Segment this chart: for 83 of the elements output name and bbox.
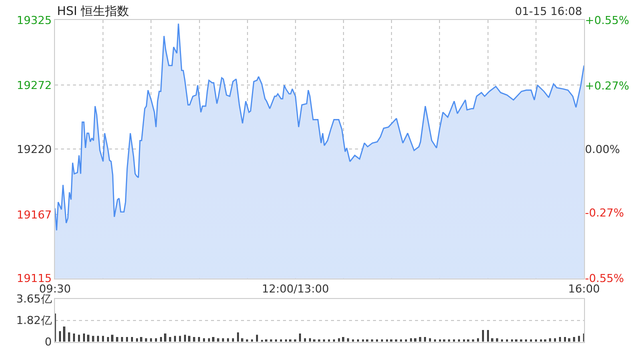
chart-title: HSI 恒生指数 xyxy=(57,4,129,18)
bar xyxy=(78,334,80,342)
bar xyxy=(496,338,498,342)
y2-tick-label: 0.00% xyxy=(585,143,620,156)
bar xyxy=(102,336,104,342)
bar xyxy=(338,338,340,342)
bar xyxy=(169,337,172,342)
bar xyxy=(443,339,446,342)
bar xyxy=(145,338,148,342)
bar xyxy=(237,332,239,342)
y2-tick-label: +0.55% xyxy=(585,14,630,27)
bar xyxy=(549,338,552,342)
bar xyxy=(265,339,268,342)
bar xyxy=(289,339,292,342)
bar xyxy=(429,338,431,342)
bar xyxy=(491,338,494,342)
bar xyxy=(136,338,138,342)
bar xyxy=(212,337,214,342)
bar xyxy=(347,338,350,342)
bar xyxy=(222,338,224,342)
y2-tick-label: -0.27% xyxy=(585,206,624,220)
y2-tick-label: +0.27% xyxy=(585,80,630,93)
bar xyxy=(126,337,128,342)
bar xyxy=(174,336,176,342)
bar xyxy=(241,338,244,342)
bar xyxy=(217,338,220,342)
bar xyxy=(83,334,85,342)
bar xyxy=(232,338,234,342)
y-tick-label: 19325 xyxy=(16,14,52,27)
bar xyxy=(184,334,186,342)
bar xyxy=(559,337,561,342)
bar xyxy=(188,336,190,342)
bar xyxy=(59,331,61,342)
bar xyxy=(568,338,570,342)
bar xyxy=(87,334,90,342)
bar xyxy=(179,336,181,342)
y-tick-label: 19220 xyxy=(16,143,52,156)
bar xyxy=(482,330,484,342)
bar xyxy=(160,337,162,342)
y-tick-label: 3.65亿 xyxy=(16,292,52,306)
y-tick-label: 19167 xyxy=(16,208,52,222)
y-tick-label: 19115 xyxy=(16,272,52,286)
bar xyxy=(150,338,152,342)
bar xyxy=(414,338,416,342)
bar xyxy=(573,337,576,342)
bar xyxy=(198,337,200,342)
bar xyxy=(111,334,114,342)
bar xyxy=(390,339,392,342)
bar xyxy=(477,338,479,342)
bar xyxy=(299,334,301,342)
bar xyxy=(73,334,75,342)
bar xyxy=(467,339,470,342)
x-tick-label: 12:00/13:00 xyxy=(262,282,330,296)
x-tick-label: 16:00 xyxy=(568,282,600,296)
bar xyxy=(155,338,157,342)
y2-tick-label: -0.55% xyxy=(585,272,624,286)
bar xyxy=(366,339,368,342)
bar xyxy=(410,338,412,342)
y-tick-label: 19272 xyxy=(16,79,52,92)
bar xyxy=(424,337,426,342)
bar xyxy=(578,336,580,342)
bar xyxy=(227,338,229,342)
bar xyxy=(63,326,66,342)
bar xyxy=(515,339,518,342)
bar xyxy=(304,338,306,342)
bar xyxy=(97,336,99,342)
bar xyxy=(544,339,546,342)
bar xyxy=(107,337,109,342)
bar xyxy=(564,337,566,342)
text: 01-15 16:08 xyxy=(515,5,582,18)
bar xyxy=(256,334,258,342)
bar xyxy=(342,337,344,342)
y-tick-label: 1.82亿 xyxy=(16,314,52,328)
bar xyxy=(140,337,142,342)
bar xyxy=(164,334,166,342)
bar xyxy=(121,337,124,342)
y-tick-label: 0 xyxy=(44,336,52,349)
bar xyxy=(309,338,311,342)
bar xyxy=(487,330,489,342)
bar xyxy=(554,338,556,342)
bar xyxy=(131,337,133,342)
bar xyxy=(203,338,205,342)
bar xyxy=(208,338,210,342)
